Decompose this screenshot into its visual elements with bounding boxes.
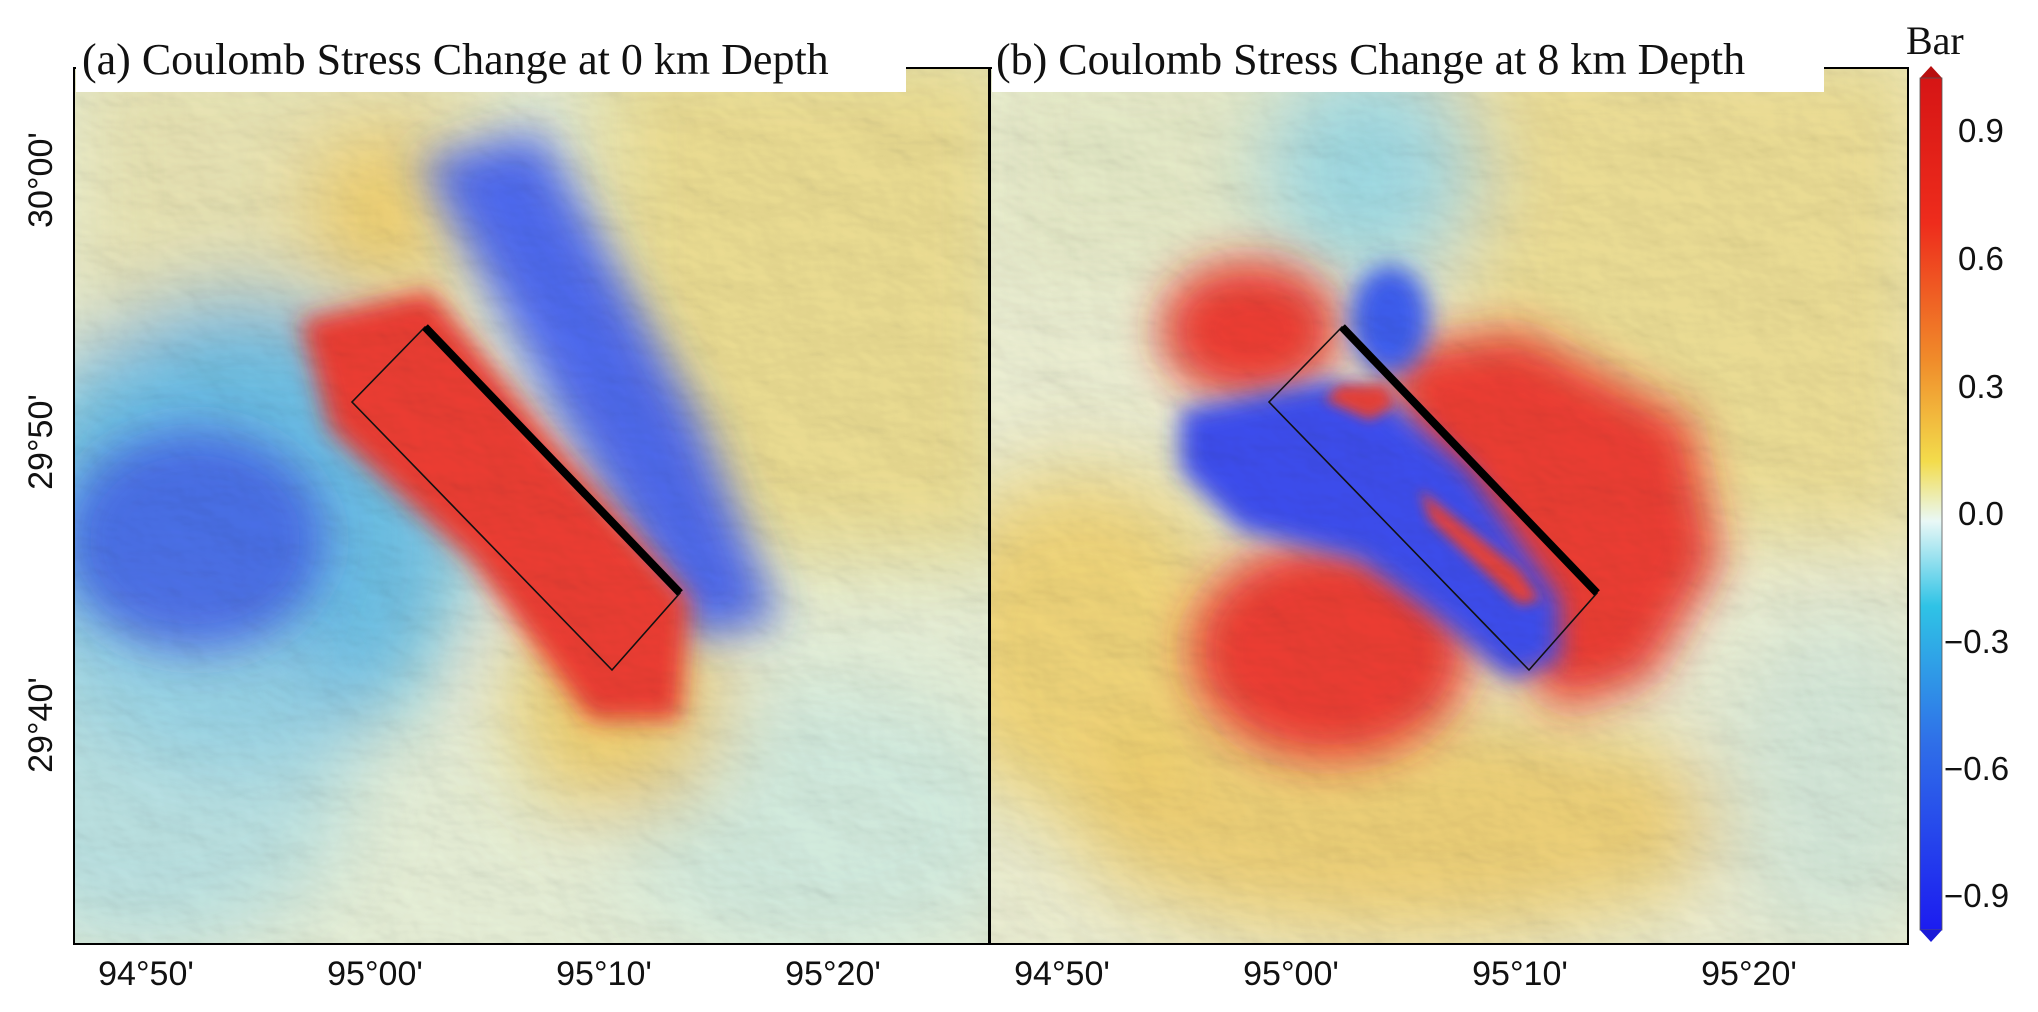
- panel-b-title: (b) Coulomb Stress Change at 8 km Depth: [996, 35, 1745, 84]
- x-tick-label: 94°50': [98, 955, 194, 993]
- colorbar-tick: −0.9: [1944, 877, 2009, 914]
- x-tick-label: 95°20': [1701, 955, 1797, 993]
- x-tick-label: 95°10': [556, 955, 652, 993]
- fault-trace-b: [1339, 324, 1600, 596]
- colorbar-tick: 0.9: [1958, 112, 2004, 149]
- fault-trace-a: [422, 324, 683, 596]
- colorbar-tick: −0.3: [1944, 623, 2009, 660]
- colorbar-top-arrow: [1920, 66, 1942, 78]
- x-tick-label: 95°10': [1472, 955, 1568, 993]
- panel-a: [74, 68, 989, 944]
- panel-b: [990, 68, 1908, 944]
- colorbar-scale: [1919, 77, 1943, 931]
- y-tick-label: 29°50': [22, 394, 60, 490]
- colorbar-tick: 0.3: [1958, 368, 2004, 405]
- x-tick-label: 95°20': [785, 955, 881, 993]
- x-tick-label: 95°00': [1243, 955, 1339, 993]
- colorbar: Bar 0.9 0.6 0.3 0.0 −0.3 −0.6 −0.9: [1906, 18, 2009, 942]
- panel-a-title: (a) Coulomb Stress Change at 0 km Depth: [82, 35, 829, 84]
- colorbar-tick: 0.6: [1958, 240, 2004, 277]
- colorbar-tick: −0.6: [1944, 750, 2009, 787]
- x-tick-label: 94°50': [1014, 955, 1110, 993]
- colorbar-label: Bar: [1906, 18, 1964, 63]
- colorbar-tick: 0.0: [1958, 495, 2004, 532]
- y-tick-label: 30°00': [22, 132, 60, 228]
- x-tick-label: 95°00': [327, 955, 423, 993]
- y-tick-label: 29°40': [22, 677, 60, 773]
- colorbar-bottom-arrow: [1920, 930, 1942, 942]
